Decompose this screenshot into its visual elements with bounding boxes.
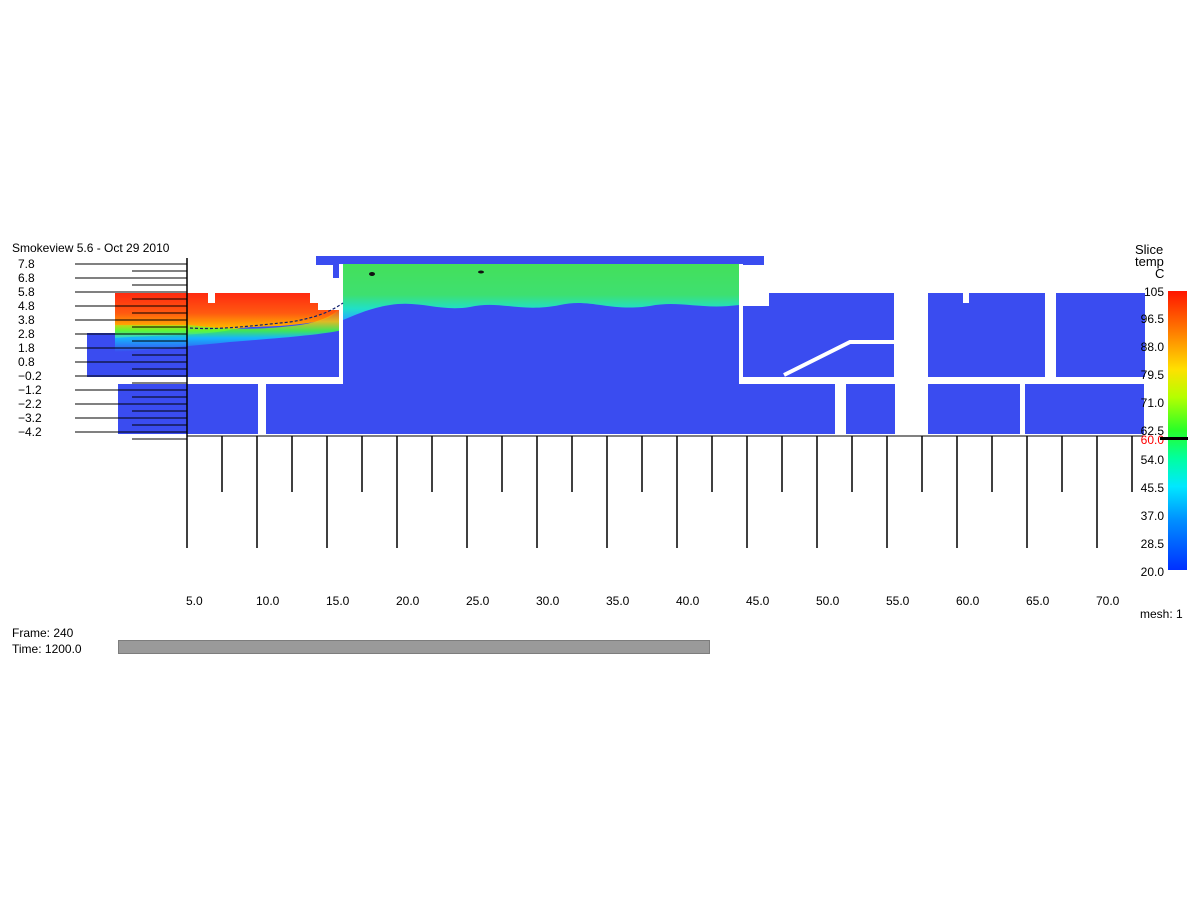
colorbar-value-label: 71.0 (1141, 396, 1165, 410)
lower-floor (118, 384, 258, 434)
x-tick-label: 5.0 (186, 594, 203, 608)
opening (208, 293, 215, 303)
x-tick-label: 35.0 (606, 594, 630, 608)
colorbar-value-label: 20.0 (1141, 565, 1165, 579)
lower-floor (928, 384, 1020, 434)
hall-smoke-layer (343, 264, 739, 320)
mesh-label: mesh: 1 (1140, 607, 1183, 621)
colorbar-labels: 105 96.5 88.0 79.5 71.0 62.560.0 54.0 45.5 37.0 2… (1141, 285, 1165, 579)
colorbar-value-label: 79.5 (1141, 368, 1165, 382)
x-tick-label: 40.0 (676, 594, 700, 608)
colorbar-title-2: temp (1135, 254, 1164, 269)
x-tick-label: 70.0 (1096, 594, 1120, 608)
block-upper (928, 293, 1045, 377)
colorbar-value-label: 37.0 (1141, 509, 1165, 523)
y-tick-label: −2.2 (18, 397, 42, 411)
stair (783, 340, 894, 377)
block-upper (1056, 293, 1145, 377)
colorbar-value-label: 105 (1144, 285, 1164, 299)
lower-floor (1025, 384, 1144, 434)
y-tick-label: −1.2 (18, 383, 42, 397)
app-title: Smokeview 5.6 - Oct 29 2010 (12, 241, 170, 255)
colorbar-value-label: 88.0 (1141, 340, 1165, 354)
y-tick-label: 2.8 (18, 327, 35, 341)
y-tick-label: 1.8 (18, 341, 35, 355)
y-tick-label: 7.8 (18, 257, 35, 271)
soot-particle (478, 270, 484, 274)
time-label: Time: 1200.0 (12, 642, 82, 656)
hall-wall (739, 264, 743, 384)
colorbar-value-label: 45.5 (1141, 481, 1165, 495)
y-tick-label: 0.8 (18, 355, 35, 369)
colorbar-value-label: 60.0 (1141, 433, 1165, 447)
x-tick-label: 25.0 (466, 594, 490, 608)
colorbar-threshold-marker (1160, 437, 1188, 440)
colorbar-title-1: Slice (1135, 242, 1164, 257)
upper-floor-right (739, 293, 894, 378)
roof-plate (316, 256, 764, 265)
x-tick-label: 30.0 (536, 594, 560, 608)
y-tick-label: 6.8 (18, 271, 35, 285)
x-tick-label: 50.0 (816, 594, 840, 608)
colorbar-title-3: C (1155, 266, 1165, 281)
opening (310, 293, 318, 303)
lower-floor (266, 384, 344, 434)
colorbar-value-label: 62.5 (1141, 424, 1165, 438)
hall-wall (339, 264, 343, 384)
colorbar-value-label: 54.0 (1141, 453, 1165, 467)
frame-label: Frame: 240 (12, 626, 74, 640)
y-tick-label: 4.8 (18, 299, 35, 313)
opening (739, 293, 769, 306)
colorbar (1168, 291, 1187, 570)
time-progress-bar[interactable] (118, 640, 710, 654)
y-tick-label: 5.8 (18, 285, 35, 299)
left-annex (87, 333, 115, 377)
soot-particle (369, 272, 375, 276)
opening (318, 293, 340, 310)
colorbar-value-label: 28.5 (1141, 537, 1165, 551)
y-tick-label: −3.2 (18, 411, 42, 425)
x-tick-label: 20.0 (396, 594, 420, 608)
y-tick-label: −4.2 (18, 425, 42, 439)
colorbar-value-label: 96.5 (1141, 312, 1165, 326)
x-tick-label: 10.0 (256, 594, 280, 608)
axes: 7.86.85.84.83.82.81.80.8−0.2−1.2−2.2−3.2… (18, 257, 1144, 608)
x-tick-label: 55.0 (886, 594, 910, 608)
floor-slab (739, 377, 899, 384)
x-tick-label: 45.0 (746, 594, 770, 608)
lower-floor (846, 384, 895, 434)
hall-lintel (333, 264, 343, 278)
x-tick-label: 60.0 (956, 594, 980, 608)
temperature-slice (87, 256, 1145, 434)
y-tick-label: −0.2 (18, 369, 42, 383)
fire-room-mixing (115, 305, 343, 352)
opening (963, 293, 969, 303)
y-tick-label: 3.8 (18, 313, 35, 327)
x-tick-label: 65.0 (1026, 594, 1050, 608)
x-tick-label: 15.0 (326, 594, 350, 608)
floor-slab (115, 377, 343, 384)
lower-floor (739, 384, 835, 434)
